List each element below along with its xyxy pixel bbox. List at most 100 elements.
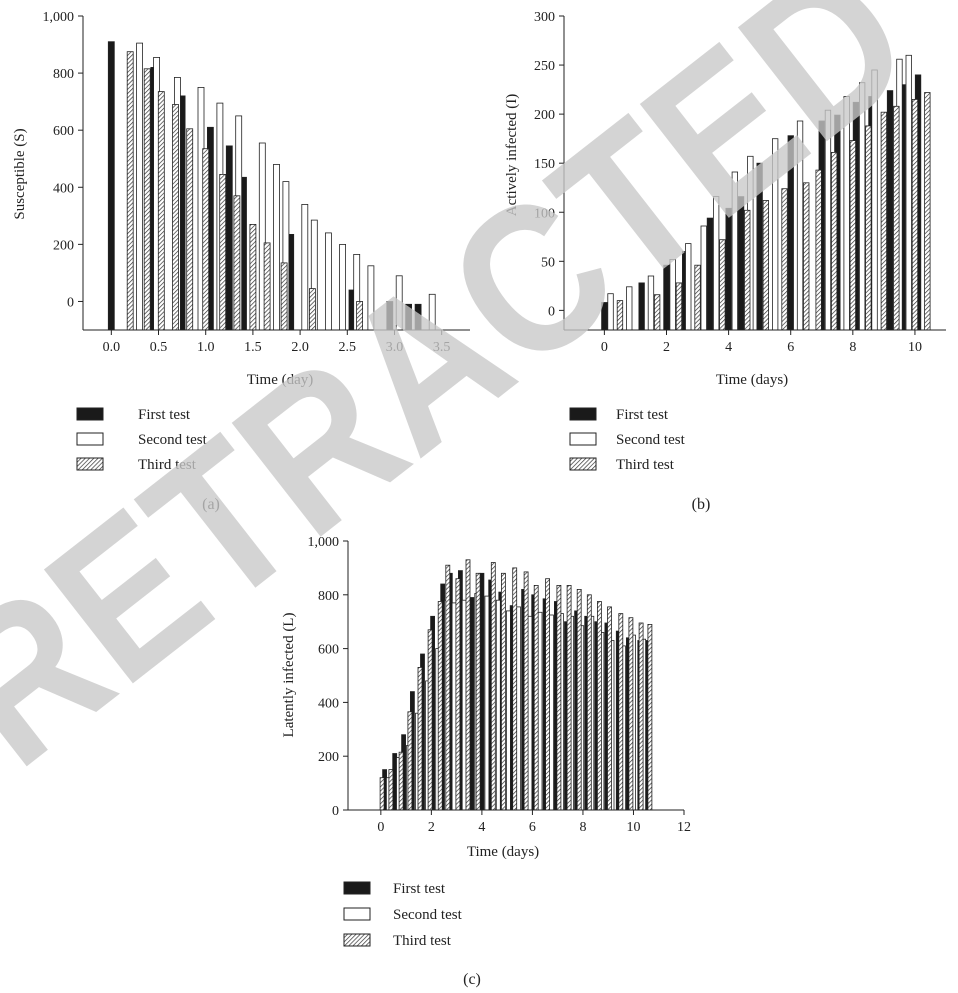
legend-swatch-first [569, 407, 597, 421]
y-tick-label: 150 [534, 157, 555, 172]
bar-third-test [545, 578, 550, 811]
bar-third-test [417, 667, 423, 811]
legend-swatch-second [343, 907, 371, 921]
legend-label-third: Third test [138, 457, 197, 473]
bar-first-test [107, 41, 115, 331]
bar-third-test [233, 195, 241, 331]
panel-label-a: (a) [202, 496, 220, 513]
y-tick-label: 800 [53, 67, 74, 82]
bar-first-test [225, 145, 233, 331]
bar-third-test [157, 91, 165, 331]
x-tick-label: 0 [601, 340, 608, 355]
x-tick-label: 6 [787, 340, 794, 355]
x-tick-label: 3.0 [386, 340, 404, 355]
x-tick-label: 0.0 [103, 340, 121, 355]
bar-third-test [172, 104, 179, 331]
bar-third-test [512, 567, 518, 811]
y-tick-label: 0 [548, 304, 555, 319]
legend-swatch-third [569, 457, 597, 471]
x-tick-label: 2 [428, 820, 435, 835]
y-tick-label: 1,000 [308, 535, 340, 550]
y-axis-title: Susceptible (S) [12, 128, 28, 219]
legend-label-first: First test [138, 407, 191, 423]
y-tick-label: 400 [53, 181, 74, 196]
x-axis-title: Time (day) [247, 372, 314, 388]
bar-third-test [263, 242, 271, 331]
bar-third-test [437, 601, 443, 811]
x-tick-label: 10 [626, 820, 640, 835]
x-tick-label: 6 [529, 820, 536, 835]
x-tick-label: 3.5 [433, 340, 451, 355]
bar-third-test [566, 585, 572, 811]
y-axis: 0 50 100 150 200 250 300 [534, 10, 565, 330]
y-tick-label: 1,000 [43, 10, 75, 25]
x-axis-title: Time (days) [716, 372, 788, 388]
bar-third-test [379, 777, 385, 811]
bar-third-test [445, 564, 451, 811]
bar-second-test [527, 615, 533, 811]
bar-third-test [398, 751, 404, 811]
bar-third-test [465, 559, 471, 811]
x-tick-label: 0.5 [150, 340, 168, 355]
panel-label-b: (b) [692, 496, 711, 513]
bar-third-test [126, 51, 134, 331]
bars-group [107, 41, 436, 331]
bars-group [379, 559, 653, 811]
legend-label-second: Second test [393, 907, 463, 923]
bar-third-test [219, 173, 227, 331]
bar-third-test [556, 585, 562, 811]
bar-third-test [533, 585, 539, 811]
panel-label-c: (c) [463, 971, 481, 988]
x-tick-label: 8 [579, 820, 586, 835]
legend-swatch-third [343, 933, 371, 947]
bar-third-test [500, 572, 506, 811]
x-axis: 0 2 4 6 8 10 12 [348, 809, 691, 835]
y-tick-label: 100 [534, 206, 555, 221]
legend-label-first: First test [616, 407, 669, 423]
legend-swatch-first [343, 881, 371, 895]
bar-second-test [136, 42, 144, 331]
bar-third-test [407, 711, 413, 811]
legend-label-second: Second test [138, 432, 208, 448]
bar-third-test [924, 92, 931, 331]
y-axis-title: Latently infected (L) [281, 613, 297, 738]
y-axis: 0 200 400 600 800 1,000 [308, 535, 349, 819]
legend-swatch-first [76, 407, 104, 421]
legend: First test Second test Third test [76, 407, 208, 473]
y-tick-label: 200 [534, 108, 555, 123]
x-tick-label: 0 [377, 820, 384, 835]
x-axis-title: Time (days) [467, 844, 539, 860]
y-axis-title: Actively infected (I) [504, 94, 520, 216]
legend-label-first: First test [393, 881, 446, 897]
bar-third-test [523, 571, 529, 811]
bar-second-test [505, 610, 511, 811]
bar-third-test [607, 606, 612, 811]
bar-third-test [628, 617, 634, 811]
y-tick-label: 400 [318, 696, 339, 711]
y-tick-label: 800 [318, 589, 339, 604]
bar-third-test [280, 262, 288, 331]
bar-second-test [273, 163, 280, 331]
bar-third-test [638, 622, 644, 811]
y-axis: 0 200 400 600 800 1,000 [43, 10, 84, 330]
y-tick-label: 600 [53, 124, 74, 139]
bar-third-test [455, 578, 461, 811]
x-tick-label: 10 [908, 340, 922, 355]
x-tick-label: 2 [663, 340, 670, 355]
bar-third-test [586, 594, 592, 811]
legend-swatch-third [76, 457, 104, 471]
panel-a-susceptible-chart: 0.0 0.5 1.0 1.5 2.0 2.5 3.0 3.5 0 200 400 600 800 1,… [12, 10, 470, 513]
x-tick-label: 1.0 [197, 340, 215, 355]
bar-third-test [647, 624, 653, 811]
panel-c-latently-infected-chart: 0 2 4 6 8 10 12 0 200 400 600 800 1,000 Time (days)… [281, 535, 691, 988]
panel-b-actively-infected-chart: 0 2 4 6 8 10 0 50 100 150 200 250 300 Time (days) A… [504, 10, 946, 513]
x-tick-label: 8 [849, 340, 856, 355]
y-tick-label: 250 [534, 59, 555, 74]
bar-third-test [186, 128, 194, 331]
bar-second-test [495, 599, 501, 811]
y-tick-label: 50 [541, 255, 555, 270]
x-axis: 0 2 4 6 8 10 [564, 329, 946, 355]
legend: First test Second test Third test [343, 881, 463, 949]
x-tick-label: 4 [725, 340, 732, 355]
